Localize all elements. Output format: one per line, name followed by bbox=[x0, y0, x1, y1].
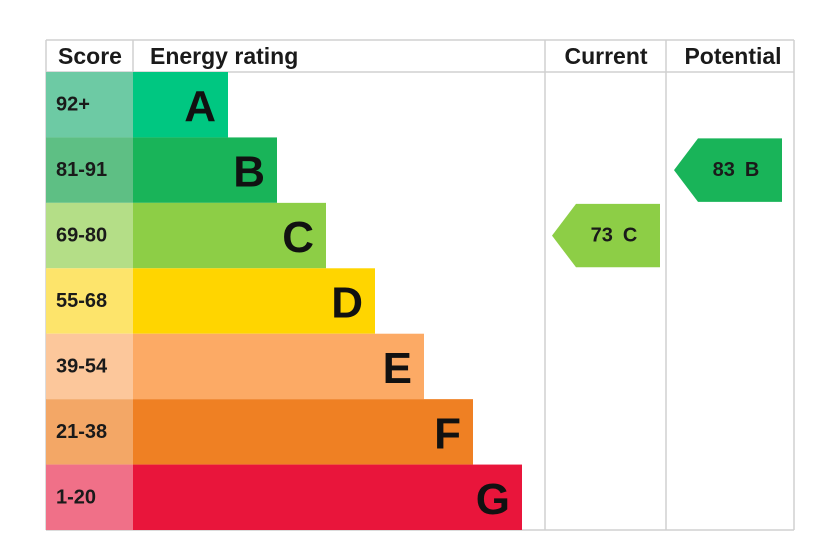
header-current: Current bbox=[564, 43, 647, 69]
rating-bar bbox=[133, 333, 424, 400]
header-score: Score bbox=[58, 43, 122, 69]
rating-bar bbox=[133, 202, 326, 269]
score-cell bbox=[46, 137, 133, 203]
rating-letter: G bbox=[476, 475, 510, 524]
score-cell bbox=[46, 464, 133, 530]
potential-arrow bbox=[674, 138, 782, 202]
header-rating: Energy rating bbox=[150, 43, 298, 69]
score-range: 92+ bbox=[56, 94, 90, 116]
score-cell bbox=[46, 333, 133, 400]
potential-score: 83 bbox=[713, 159, 735, 181]
rating-bar bbox=[133, 268, 375, 334]
current-label: 73 C bbox=[591, 225, 638, 247]
rating-bar bbox=[133, 72, 228, 138]
score-cell bbox=[46, 268, 133, 334]
rating-bar bbox=[133, 464, 522, 530]
rating-letter: E bbox=[383, 344, 412, 393]
score-range: 1-20 bbox=[56, 486, 96, 508]
score-cell bbox=[46, 399, 133, 465]
potential-rating: B bbox=[745, 159, 759, 181]
rating-bar bbox=[133, 399, 473, 465]
rating-letter: A bbox=[184, 82, 216, 131]
score-range: 39-54 bbox=[56, 355, 108, 377]
rating-letter: D bbox=[331, 279, 363, 328]
score-range: 69-80 bbox=[56, 225, 107, 247]
current-arrow bbox=[552, 203, 660, 268]
current-score: 73 bbox=[591, 225, 613, 247]
score-range: 21-38 bbox=[56, 421, 107, 443]
score-cell bbox=[46, 72, 133, 138]
score-range: 55-68 bbox=[56, 290, 107, 312]
header-potential: Potential bbox=[684, 43, 781, 69]
score-range: 81-91 bbox=[56, 159, 107, 181]
score-cell bbox=[46, 202, 133, 269]
current-rating: C bbox=[623, 225, 637, 247]
potential-label: 83 B bbox=[713, 159, 760, 181]
rating-bar bbox=[133, 137, 277, 203]
rating-letter: C bbox=[282, 213, 314, 262]
rating-letter: B bbox=[233, 148, 265, 197]
rating-letter: F bbox=[434, 409, 461, 458]
